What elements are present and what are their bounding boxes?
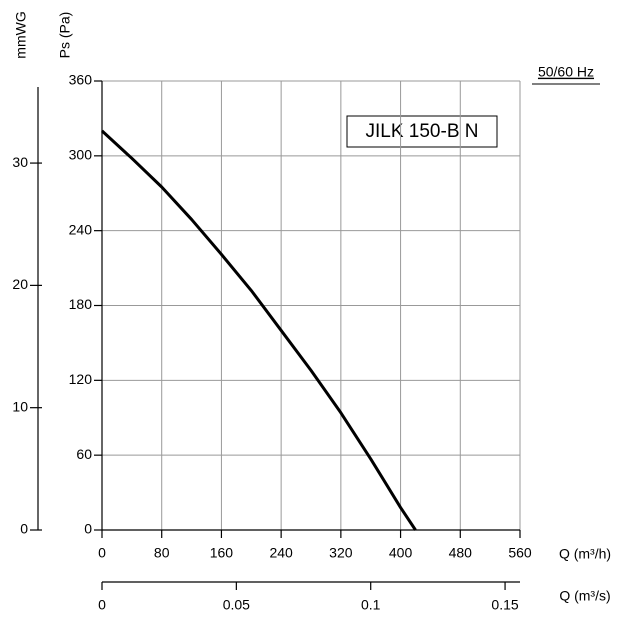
y-axis-label: Ps (Pa) [57, 12, 73, 59]
y2-tick-label: 20 [12, 276, 28, 292]
x-tick-label: 400 [389, 545, 413, 561]
x-axis-label: Q (m³/h) [559, 546, 611, 562]
x2-tick-label: 0.05 [223, 597, 250, 613]
x2-tick-label: 0.1 [361, 597, 381, 613]
y-tick-label: 120 [69, 371, 93, 387]
y-tick-label: 180 [69, 296, 93, 312]
x-tick-label: 560 [508, 545, 532, 561]
y2-axis-label: mmWG [13, 11, 29, 58]
y-tick-label: 0 [84, 521, 92, 537]
x-tick-label: 160 [210, 545, 234, 561]
x-tick-label: 80 [154, 545, 170, 561]
y2-tick-label: 10 [12, 398, 28, 414]
y2-tick-label: 0 [20, 521, 28, 537]
x2-tick-label: 0.15 [491, 597, 518, 613]
x2-axis-label: Q (m³/s) [559, 588, 610, 604]
x2-tick-label: 0 [98, 597, 106, 613]
y-tick-label: 60 [76, 446, 92, 462]
chart-title: JILK 150-B N [366, 121, 479, 142]
subtitle: 50/60 Hz [538, 64, 594, 80]
y2-tick-label: 30 [12, 154, 28, 170]
x-tick-label: 240 [269, 545, 293, 561]
x-tick-label: 320 [329, 545, 353, 561]
title-box [346, 115, 498, 148]
fan-curve [100, 129, 417, 531]
y-tick-label: 300 [69, 147, 93, 163]
y-tick-label: 360 [69, 72, 93, 88]
x-tick-label: 0 [98, 545, 106, 561]
y-tick-label: 240 [69, 221, 93, 237]
x-tick-label: 480 [449, 545, 473, 561]
